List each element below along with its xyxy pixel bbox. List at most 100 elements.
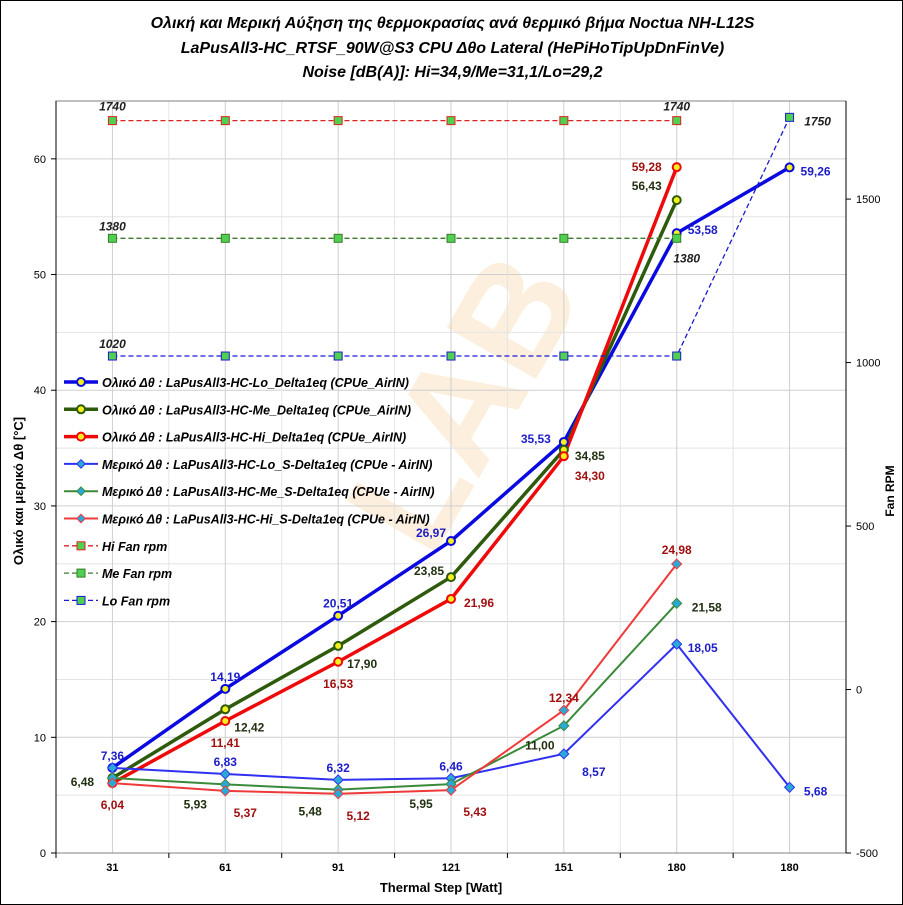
- data-label: 59,26: [801, 164, 831, 178]
- data-label: 21,96: [464, 596, 494, 610]
- data-point: [106, 762, 119, 774]
- legend-entry: Me Fan rpm: [102, 567, 172, 581]
- data-point: [558, 436, 569, 447]
- data-label: 1380: [99, 219, 126, 233]
- y2-tick-label: 0: [856, 685, 862, 697]
- data-label: 8,57: [582, 765, 606, 779]
- x-tick-label: 151: [555, 862, 573, 874]
- y-tick-label: 40: [34, 385, 46, 397]
- data-label: 24,98: [662, 543, 692, 557]
- data-label: 16,53: [323, 677, 353, 691]
- data-label: 26,97: [416, 526, 446, 540]
- chart-title-line-2: LaPusAll3-HC_RTSF_90W@S3 CPU Δθο Lateral…: [180, 40, 725, 57]
- data-point: [107, 233, 117, 243]
- data-point: [558, 720, 570, 732]
- data-label: 59,28: [632, 160, 662, 174]
- data-point: [220, 683, 231, 694]
- y2-axis-title: Fan RPM: [883, 465, 897, 516]
- data-point: [107, 351, 117, 361]
- data-label: 11,00: [525, 739, 555, 753]
- data-label: 23,85: [414, 564, 444, 578]
- legend-marker: [76, 486, 86, 497]
- data-label: 1020: [99, 337, 126, 351]
- data-point: [446, 535, 456, 546]
- data-label: 56,43: [632, 179, 662, 193]
- data-point: [558, 748, 570, 760]
- data-label: 35,53: [521, 432, 551, 446]
- data-point: [220, 351, 230, 361]
- x-tick-label: 121: [442, 862, 460, 874]
- data-point: [783, 781, 796, 793]
- data-point: [446, 593, 456, 604]
- data-label: 6,83: [214, 755, 238, 769]
- data-label: 17,90: [347, 657, 377, 671]
- data-point: [220, 233, 230, 243]
- chart-title-line-1: Ολική και Μερική Αύξηση της θερμοκρασίας…: [150, 15, 755, 32]
- data-label: 5,37: [234, 806, 258, 820]
- data-point: [333, 233, 343, 243]
- legend-entry: Μερικό Δθ : LaPusAll3-HC-Me_S-Delta1eq (…: [102, 485, 435, 499]
- legend-marker: [76, 541, 86, 551]
- data-label: 1740: [663, 100, 690, 114]
- data-label: 12,42: [234, 720, 264, 734]
- data-point: [558, 704, 570, 716]
- data-point: [672, 233, 682, 243]
- data-point: [333, 640, 344, 651]
- data-label: 7,36: [101, 749, 125, 763]
- y-tick-label: 0: [40, 848, 46, 860]
- legend-marker: [76, 513, 86, 524]
- legend-marker: [76, 458, 86, 469]
- data-label: 5,48: [298, 805, 322, 819]
- series-line: [111, 166, 679, 785]
- x-tick-label: 180: [780, 862, 798, 874]
- y-tick-label: 30: [34, 501, 46, 513]
- data-point: [107, 116, 117, 126]
- data-point: [333, 610, 344, 621]
- y-tick-label: 50: [34, 270, 46, 282]
- data-label: 18,05: [688, 641, 718, 655]
- data-point: [559, 351, 569, 361]
- y-tick-label: 60: [34, 154, 46, 166]
- data-point: [671, 597, 683, 609]
- x-tick-label: 61: [219, 862, 231, 874]
- legend-entry: Μερικό Δθ : LaPusAll3-HC-Hi_S-Delta1eq (…: [102, 513, 430, 527]
- y2-tick-label: 500: [856, 521, 874, 533]
- data-label: 5,93: [184, 797, 208, 811]
- data-point: [784, 162, 795, 173]
- legend-marker: [76, 568, 86, 578]
- data-point: [220, 704, 231, 715]
- data-label: 11,41: [211, 736, 241, 750]
- data-label: 5,95: [409, 797, 433, 811]
- y2-tick-label: -500: [856, 848, 878, 860]
- y2-tick-label: 1000: [856, 358, 880, 370]
- data-point: [332, 788, 344, 800]
- data-point: [219, 785, 231, 797]
- data-point: [445, 772, 457, 784]
- data-point: [445, 784, 457, 796]
- data-point: [445, 778, 457, 790]
- data-label: 6,46: [439, 759, 463, 773]
- data-label: 21,58: [692, 600, 722, 614]
- legend-entry: Lo Fan rpm: [102, 594, 170, 608]
- data-label: 6,32: [326, 761, 350, 775]
- data-point: [671, 162, 682, 173]
- legend-entry: Ολικό Δθ : LaPusAll3-HC-Hi_Delta1eq (CPU…: [102, 431, 406, 445]
- legend-marker: [76, 595, 86, 605]
- data-label: 34,30: [575, 469, 605, 483]
- data-point: [785, 112, 795, 122]
- x-tick-label: 91: [332, 862, 344, 874]
- data-label: 5,68: [804, 784, 828, 798]
- x-tick-label: 180: [668, 862, 686, 874]
- data-point: [671, 558, 683, 570]
- data-label: 1750: [804, 114, 831, 128]
- data-point: [559, 233, 569, 243]
- series-line: [112, 563, 678, 795]
- data-point: [671, 638, 683, 650]
- data-point: [220, 715, 231, 726]
- data-point: [446, 116, 456, 126]
- data-point: [558, 451, 569, 462]
- y2-tick-label: 1500: [856, 194, 880, 206]
- legend-entry: Ολικό Δθ : LaPusAll3-HC-Lo_Delta1eq (CPU…: [102, 376, 409, 390]
- data-point: [446, 572, 456, 583]
